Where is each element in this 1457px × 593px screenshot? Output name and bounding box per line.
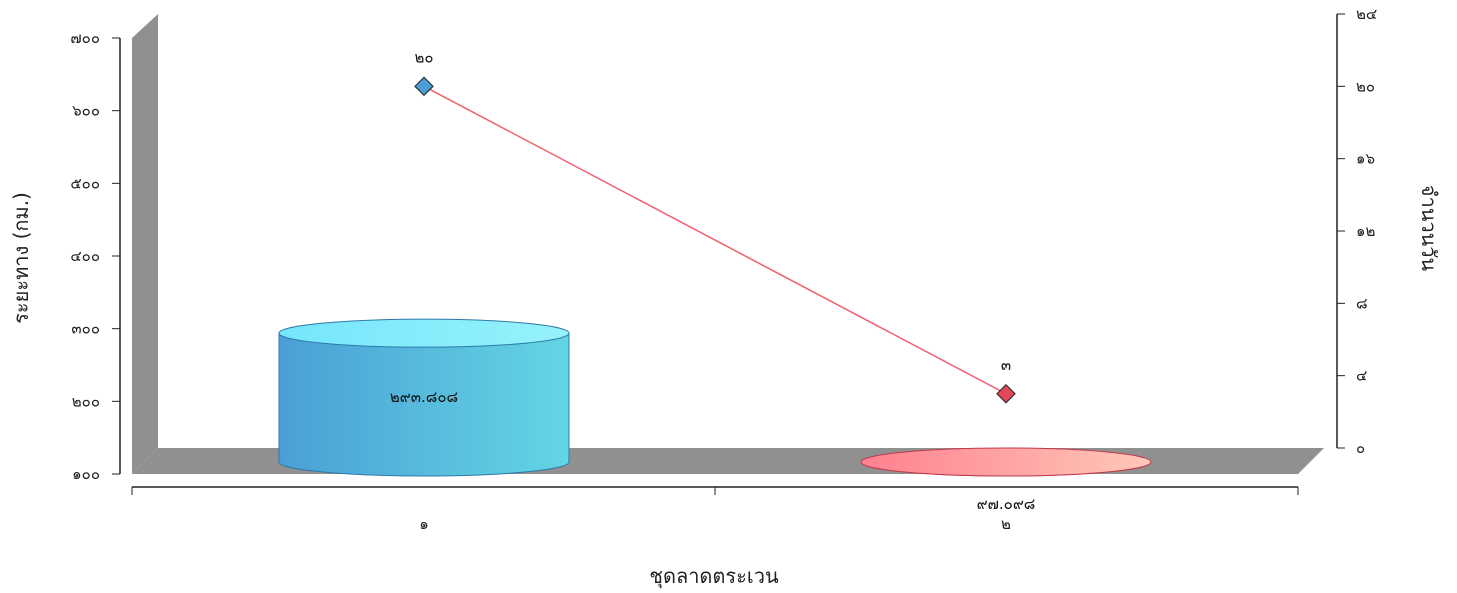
- y2-axis-title: จำนวนวัน: [1417, 185, 1441, 272]
- x-category-label: ๑: [419, 515, 429, 533]
- line-path: [423, 85, 1007, 395]
- y2-tick-label: ๔: [1356, 367, 1367, 385]
- bar-cylinder-body: [278, 332, 570, 477]
- y2-axis-ticks: ๐ ๔ ๘ ๑๒ ๑๖ ๒๐ ๒๔: [1337, 5, 1377, 457]
- y2-tick-label: ๘: [1356, 294, 1368, 312]
- y-tick-label: ๔๐๐: [70, 247, 100, 265]
- bar-data-label: ๙๗.๐๙๘: [977, 495, 1036, 513]
- x-category-label: ๒: [1001, 515, 1011, 533]
- bar-cylinder-top: [860, 447, 1152, 477]
- y-axis-ticks: ๑๐๐ ๒๐๐ ๓๐๐ ๔๐๐ ๕๐๐ ๖๐๐ ๗๐๐: [70, 29, 120, 483]
- y-tick-label: ๓๐๐: [71, 320, 100, 338]
- line-data-label: ๓: [1001, 356, 1011, 374]
- bar-data-label: ๒๙๓.๘๐๘: [390, 388, 458, 406]
- y2-tick-label: ๐: [1356, 439, 1365, 457]
- bar-cylinder: [278, 318, 570, 477]
- y-axis-title: ระยะทาง (กม.): [9, 192, 33, 324]
- y-tick-label: ๑๐๐: [72, 465, 100, 483]
- line-marker: [996, 383, 1016, 404]
- x-axis-title: ชุดลาดตระเวน: [649, 564, 779, 589]
- line-marker: [414, 76, 434, 97]
- plot-back-wall: [132, 14, 158, 474]
- line-data-label: ๒๐: [414, 48, 433, 66]
- y2-tick-label: ๒๔: [1356, 5, 1377, 23]
- y2-tick-label: ๒๐: [1356, 77, 1375, 95]
- y2-tick-label: ๑๖: [1356, 150, 1375, 168]
- line-series: ๒๐๓: [414, 48, 1016, 404]
- bar-cylinder: [860, 447, 1152, 477]
- bar-series: [278, 318, 1152, 477]
- y-tick-label: ๗๐๐: [70, 29, 100, 47]
- bar-cylinder-top: [278, 318, 570, 348]
- x-axis-categories: ๑๒: [419, 515, 1011, 533]
- y-tick-label: ๒๐๐: [72, 392, 100, 410]
- y-tick-label: ๕๐๐: [70, 174, 100, 192]
- y-tick-label: ๖๐๐: [72, 102, 100, 120]
- y2-tick-label: ๑๒: [1356, 222, 1375, 240]
